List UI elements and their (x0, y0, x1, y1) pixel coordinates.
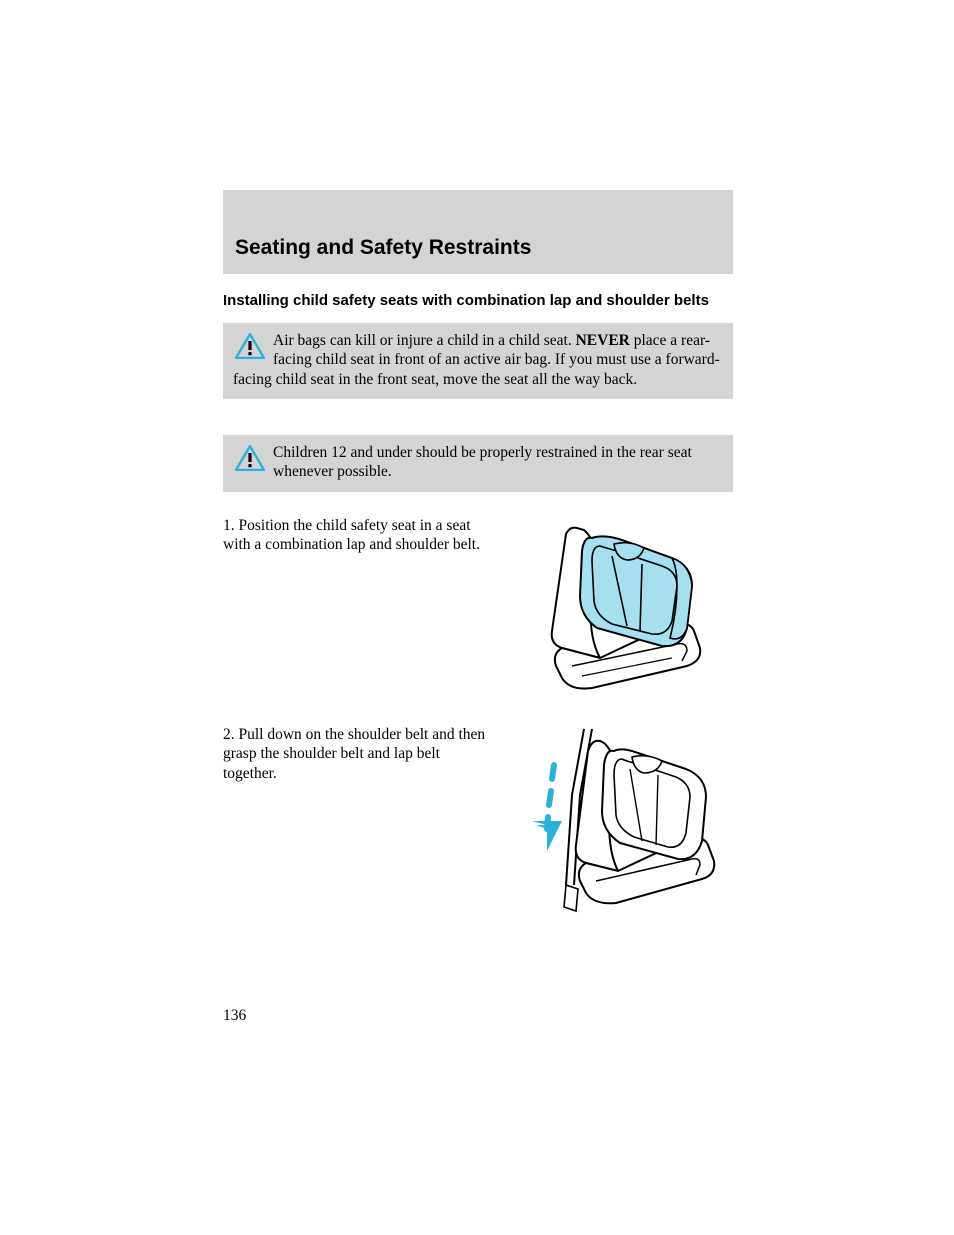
step-2: 2. Pull down on the shoulder belt and th… (223, 725, 733, 925)
warning-box-airbag: Air bags can kill or injure a child in a… (223, 323, 733, 399)
warning-text: Children 12 and under should be properly… (273, 444, 692, 480)
child-seat-illustration-icon (522, 516, 722, 701)
warning-box-children: Children 12 and under should be properly… (223, 435, 733, 492)
section-title: Seating and Safety Restraints (235, 236, 721, 260)
warning-bold-word: NEVER (576, 332, 630, 349)
section-header-band: Seating and Safety Restraints (223, 190, 733, 274)
warning-text-pre: Air bags can kill or injure a child in a… (273, 332, 576, 349)
warning-triangle-icon (235, 333, 265, 364)
subsection-heading: Installing child safety seats with combi… (223, 292, 733, 311)
step-2-figure (511, 725, 733, 925)
warning-triangle-icon (235, 445, 265, 476)
step-1: 1. Position the child safety seat in a s… (223, 516, 733, 701)
step-2-text: 2. Pull down on the shoulder belt and th… (223, 725, 493, 784)
document-page: Seating and Safety Restraints Installing… (223, 190, 733, 949)
page-number: 136 (223, 1007, 246, 1025)
step-1-figure (511, 516, 733, 701)
pull-belt-illustration-icon (522, 725, 722, 925)
step-1-text: 1. Position the child safety seat in a s… (223, 516, 493, 556)
